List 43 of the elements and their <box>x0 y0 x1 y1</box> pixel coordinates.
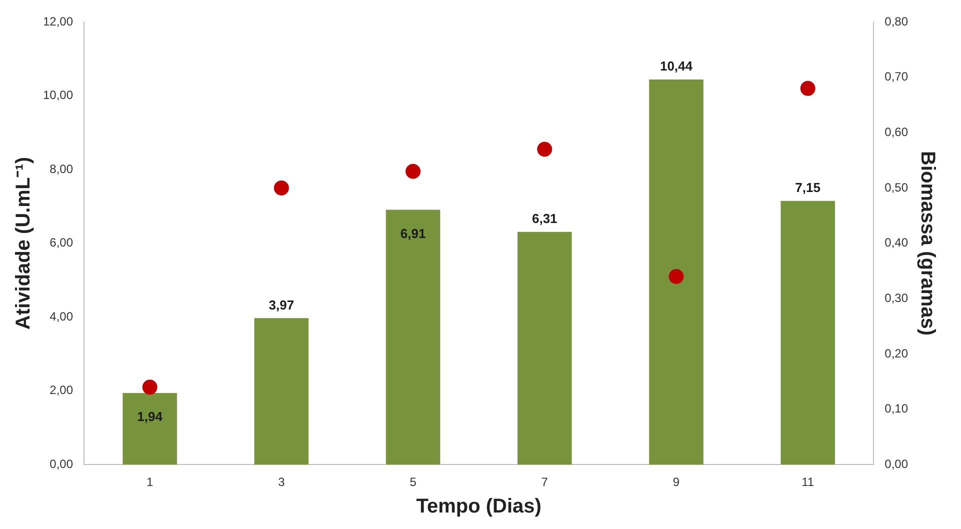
bar <box>780 200 835 465</box>
point <box>406 164 421 179</box>
point <box>142 380 158 395</box>
y2-tick-label: 0,60 <box>884 124 908 139</box>
x-tick-label: 1 <box>146 475 154 490</box>
bar <box>386 210 440 465</box>
y2-tick-label: 0,30 <box>884 290 908 305</box>
y2-tick-label: 0,80 <box>884 14 908 28</box>
data-label: 1,94 <box>137 409 164 424</box>
y-tick-label: 6,00 <box>50 236 74 250</box>
y-tick-label: 12,00 <box>43 14 74 28</box>
y-tick-label: 0,00 <box>50 456 74 471</box>
data-label: 3,97 <box>268 297 294 312</box>
y-tick-label: 10,00 <box>43 88 74 102</box>
bar <box>517 232 572 465</box>
y2-tick-label: 0,50 <box>884 180 908 194</box>
y-tick-label: 8,00 <box>50 162 74 176</box>
data-label: 6,31 <box>532 210 558 226</box>
data-label: 10,44 <box>660 58 694 74</box>
y2-axis-title: Biomassa (gramas) <box>916 151 938 336</box>
x-tick-label: 5 <box>410 475 417 490</box>
x-tick-label: 7 <box>541 475 548 490</box>
y2-tick-label: 0,20 <box>884 346 908 360</box>
data-label: 7,15 <box>795 180 820 195</box>
y-tick-label: 2,00 <box>50 383 74 398</box>
bar <box>122 393 177 465</box>
data-label: 6,91 <box>400 226 426 241</box>
point <box>668 268 684 284</box>
x-axis-title: Tempo (Dias) <box>416 496 542 518</box>
y2-tick-label: 0,40 <box>884 236 908 250</box>
point <box>274 180 289 196</box>
y2-tick-label: 0,10 <box>884 402 908 416</box>
y2-tick-label: 0,00 <box>884 456 908 471</box>
x-tick-label: 11 <box>802 475 814 490</box>
point <box>537 142 552 157</box>
y-axis-title: Atividade (U.mL⁻¹) <box>12 157 35 330</box>
point <box>800 80 816 96</box>
bar <box>254 318 309 465</box>
x-tick-label: 9 <box>672 475 680 490</box>
y2-tick-label: 0,70 <box>884 70 908 84</box>
y-tick-label: 4,00 <box>50 309 74 324</box>
bar <box>649 80 704 465</box>
x-tick-label: 3 <box>278 475 286 490</box>
